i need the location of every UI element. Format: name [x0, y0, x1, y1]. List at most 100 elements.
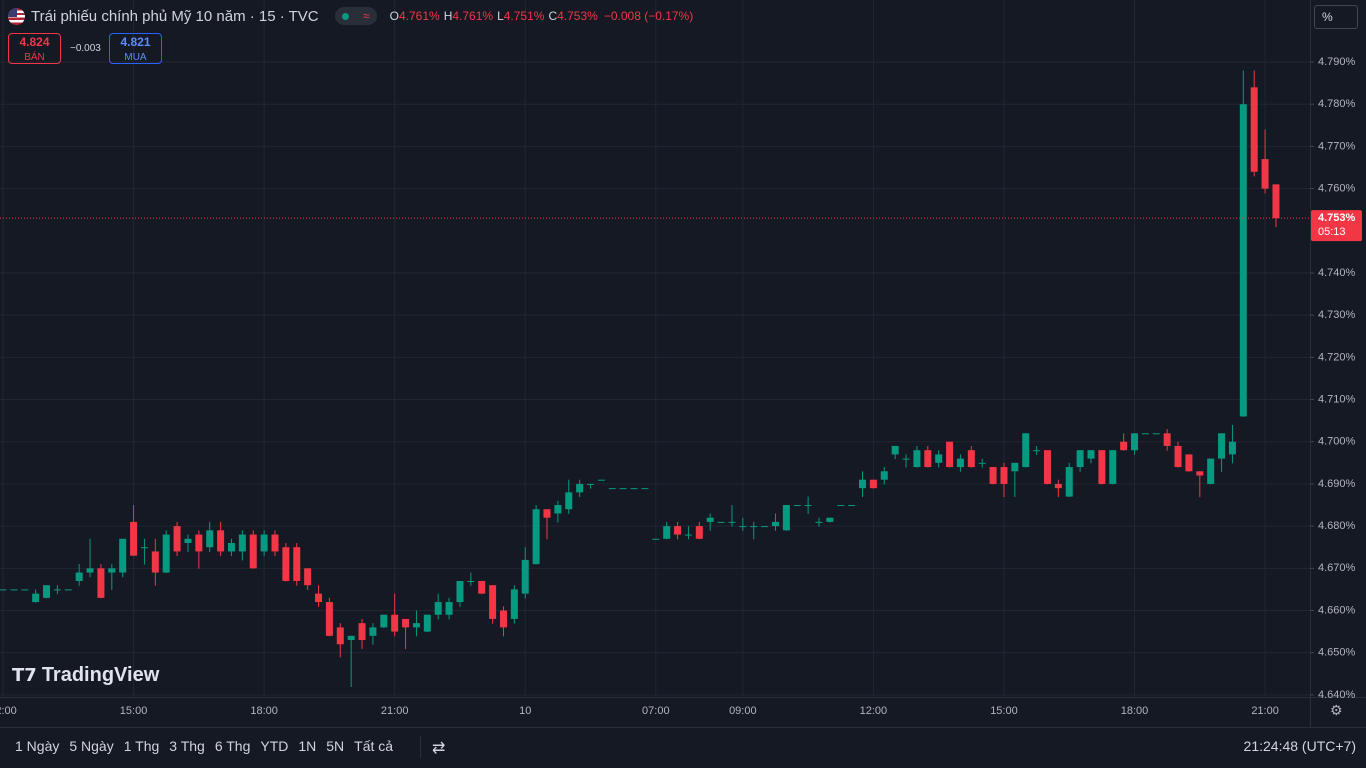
legend-key: C [548, 9, 558, 23]
candle-body [935, 454, 943, 463]
candle-body [1022, 433, 1030, 468]
candle-body [597, 479, 605, 481]
candle-body [369, 627, 377, 636]
candle-body [1087, 450, 1095, 459]
candle-body [445, 602, 453, 615]
symbol-title[interactable]: Trái phiếu chính phủ Mỹ 10 năm · 15 · TV… [31, 7, 319, 25]
last-price-label: 4.753% [1318, 212, 1356, 224]
y-tick-label: 4.780% [1318, 98, 1356, 110]
candle-body [260, 534, 268, 552]
candle-body [739, 526, 747, 528]
range-button[interactable]: 6 Thg [214, 738, 251, 754]
candle-body [956, 458, 964, 468]
sell-price: 4.824 [19, 35, 50, 49]
compare-icon[interactable]: ⇄ [432, 740, 446, 757]
x-tick-label: 18:00 [250, 705, 278, 717]
candle-body [848, 505, 856, 507]
candle-body [771, 521, 779, 527]
candle-body [565, 492, 573, 510]
logo-mark: 𝗧𝟳 [12, 665, 42, 685]
range-button[interactable]: 1 Ngày [15, 738, 60, 754]
candle-body [859, 479, 867, 489]
candle-body [1054, 483, 1062, 489]
settings-icon[interactable]: ⚙ [1330, 702, 1343, 718]
candle-body [108, 568, 116, 573]
candle-body [978, 462, 986, 464]
countdown: 05:13 [1318, 226, 1346, 238]
candle-body [630, 488, 638, 490]
candle-body [1065, 467, 1073, 497]
candle-body [1218, 433, 1226, 459]
candle-body [325, 602, 333, 636]
candle-body [1000, 467, 1008, 484]
x-tick-label: 18:00 [1121, 705, 1149, 717]
legend-item: H4.761% [444, 9, 493, 23]
candle-body [663, 526, 671, 539]
candle-body [1196, 471, 1204, 476]
candle-body [282, 547, 290, 581]
flag-icon [8, 7, 25, 25]
legend-key: O [389, 9, 399, 23]
clock[interactable]: 21:24:48 (UTC+7) [1243, 738, 1356, 754]
last-price-box [1311, 210, 1362, 242]
candle-body [271, 534, 279, 552]
candle-body [587, 483, 595, 485]
y-tick-label: 4.760% [1318, 183, 1356, 195]
candle-body [162, 534, 170, 573]
candle-body [608, 488, 616, 490]
x-tick-label: 12:00 [860, 705, 888, 717]
x-tick-label: 21:00 [381, 705, 409, 717]
candle-body [706, 517, 714, 522]
range-button[interactable]: YTD [260, 738, 289, 754]
logo-text: TradingView [41, 664, 160, 686]
candle-body [293, 547, 301, 581]
sell-button[interactable]: 4.824 BÁN [8, 33, 61, 64]
candle-body [695, 526, 703, 539]
candle-body [1207, 458, 1215, 484]
candle-body [412, 623, 420, 628]
separator [420, 736, 421, 758]
candle-body [880, 471, 888, 480]
candle-body [717, 521, 725, 523]
candle-body [53, 589, 61, 591]
candle-body [1076, 450, 1084, 468]
candle-body [913, 450, 921, 468]
candle-body [1272, 184, 1280, 219]
y-tick-label: 4.720% [1318, 351, 1356, 363]
range-button[interactable]: Tất cả [354, 738, 394, 754]
candle-body [456, 580, 464, 603]
candle-body [652, 538, 660, 540]
indicator-pill[interactable]: ≈ [334, 7, 377, 25]
candle-body [195, 534, 203, 552]
range-button[interactable]: 1N [298, 738, 317, 754]
range-button[interactable]: 5 Ngày [69, 738, 114, 754]
range-button[interactable]: 3 Thg [169, 738, 205, 754]
candle-body [227, 543, 235, 552]
candle-body [576, 483, 584, 493]
candle-body [249, 534, 257, 569]
range-button[interactable]: 1 Thg [123, 738, 160, 754]
candle-body [32, 593, 40, 603]
x-tick-label: 21:00 [1251, 705, 1279, 717]
y-tick-label: 4.730% [1318, 309, 1356, 321]
range-button[interactable]: 5N [326, 738, 345, 754]
candle-body [1098, 450, 1106, 484]
candle-body [1141, 433, 1149, 435]
buy-button[interactable]: 4.821 MUA [109, 33, 162, 64]
grid [0, 0, 1310, 697]
candle-body [0, 589, 7, 591]
candle-body [619, 488, 627, 490]
candles [0, 70, 1280, 687]
candle-body [499, 610, 507, 628]
candle-body [869, 479, 877, 489]
unit-button[interactable]: % [1314, 5, 1358, 29]
candle-body [43, 585, 51, 598]
candle-body [793, 505, 801, 507]
candle-body [521, 559, 529, 594]
candle-body [336, 627, 344, 645]
candle-body [467, 580, 475, 582]
candle-body [891, 445, 899, 455]
y-tick-label: 4.710% [1318, 393, 1356, 405]
y-tick-label: 4.770% [1318, 140, 1356, 152]
y-tick-label: 4.680% [1318, 520, 1356, 532]
